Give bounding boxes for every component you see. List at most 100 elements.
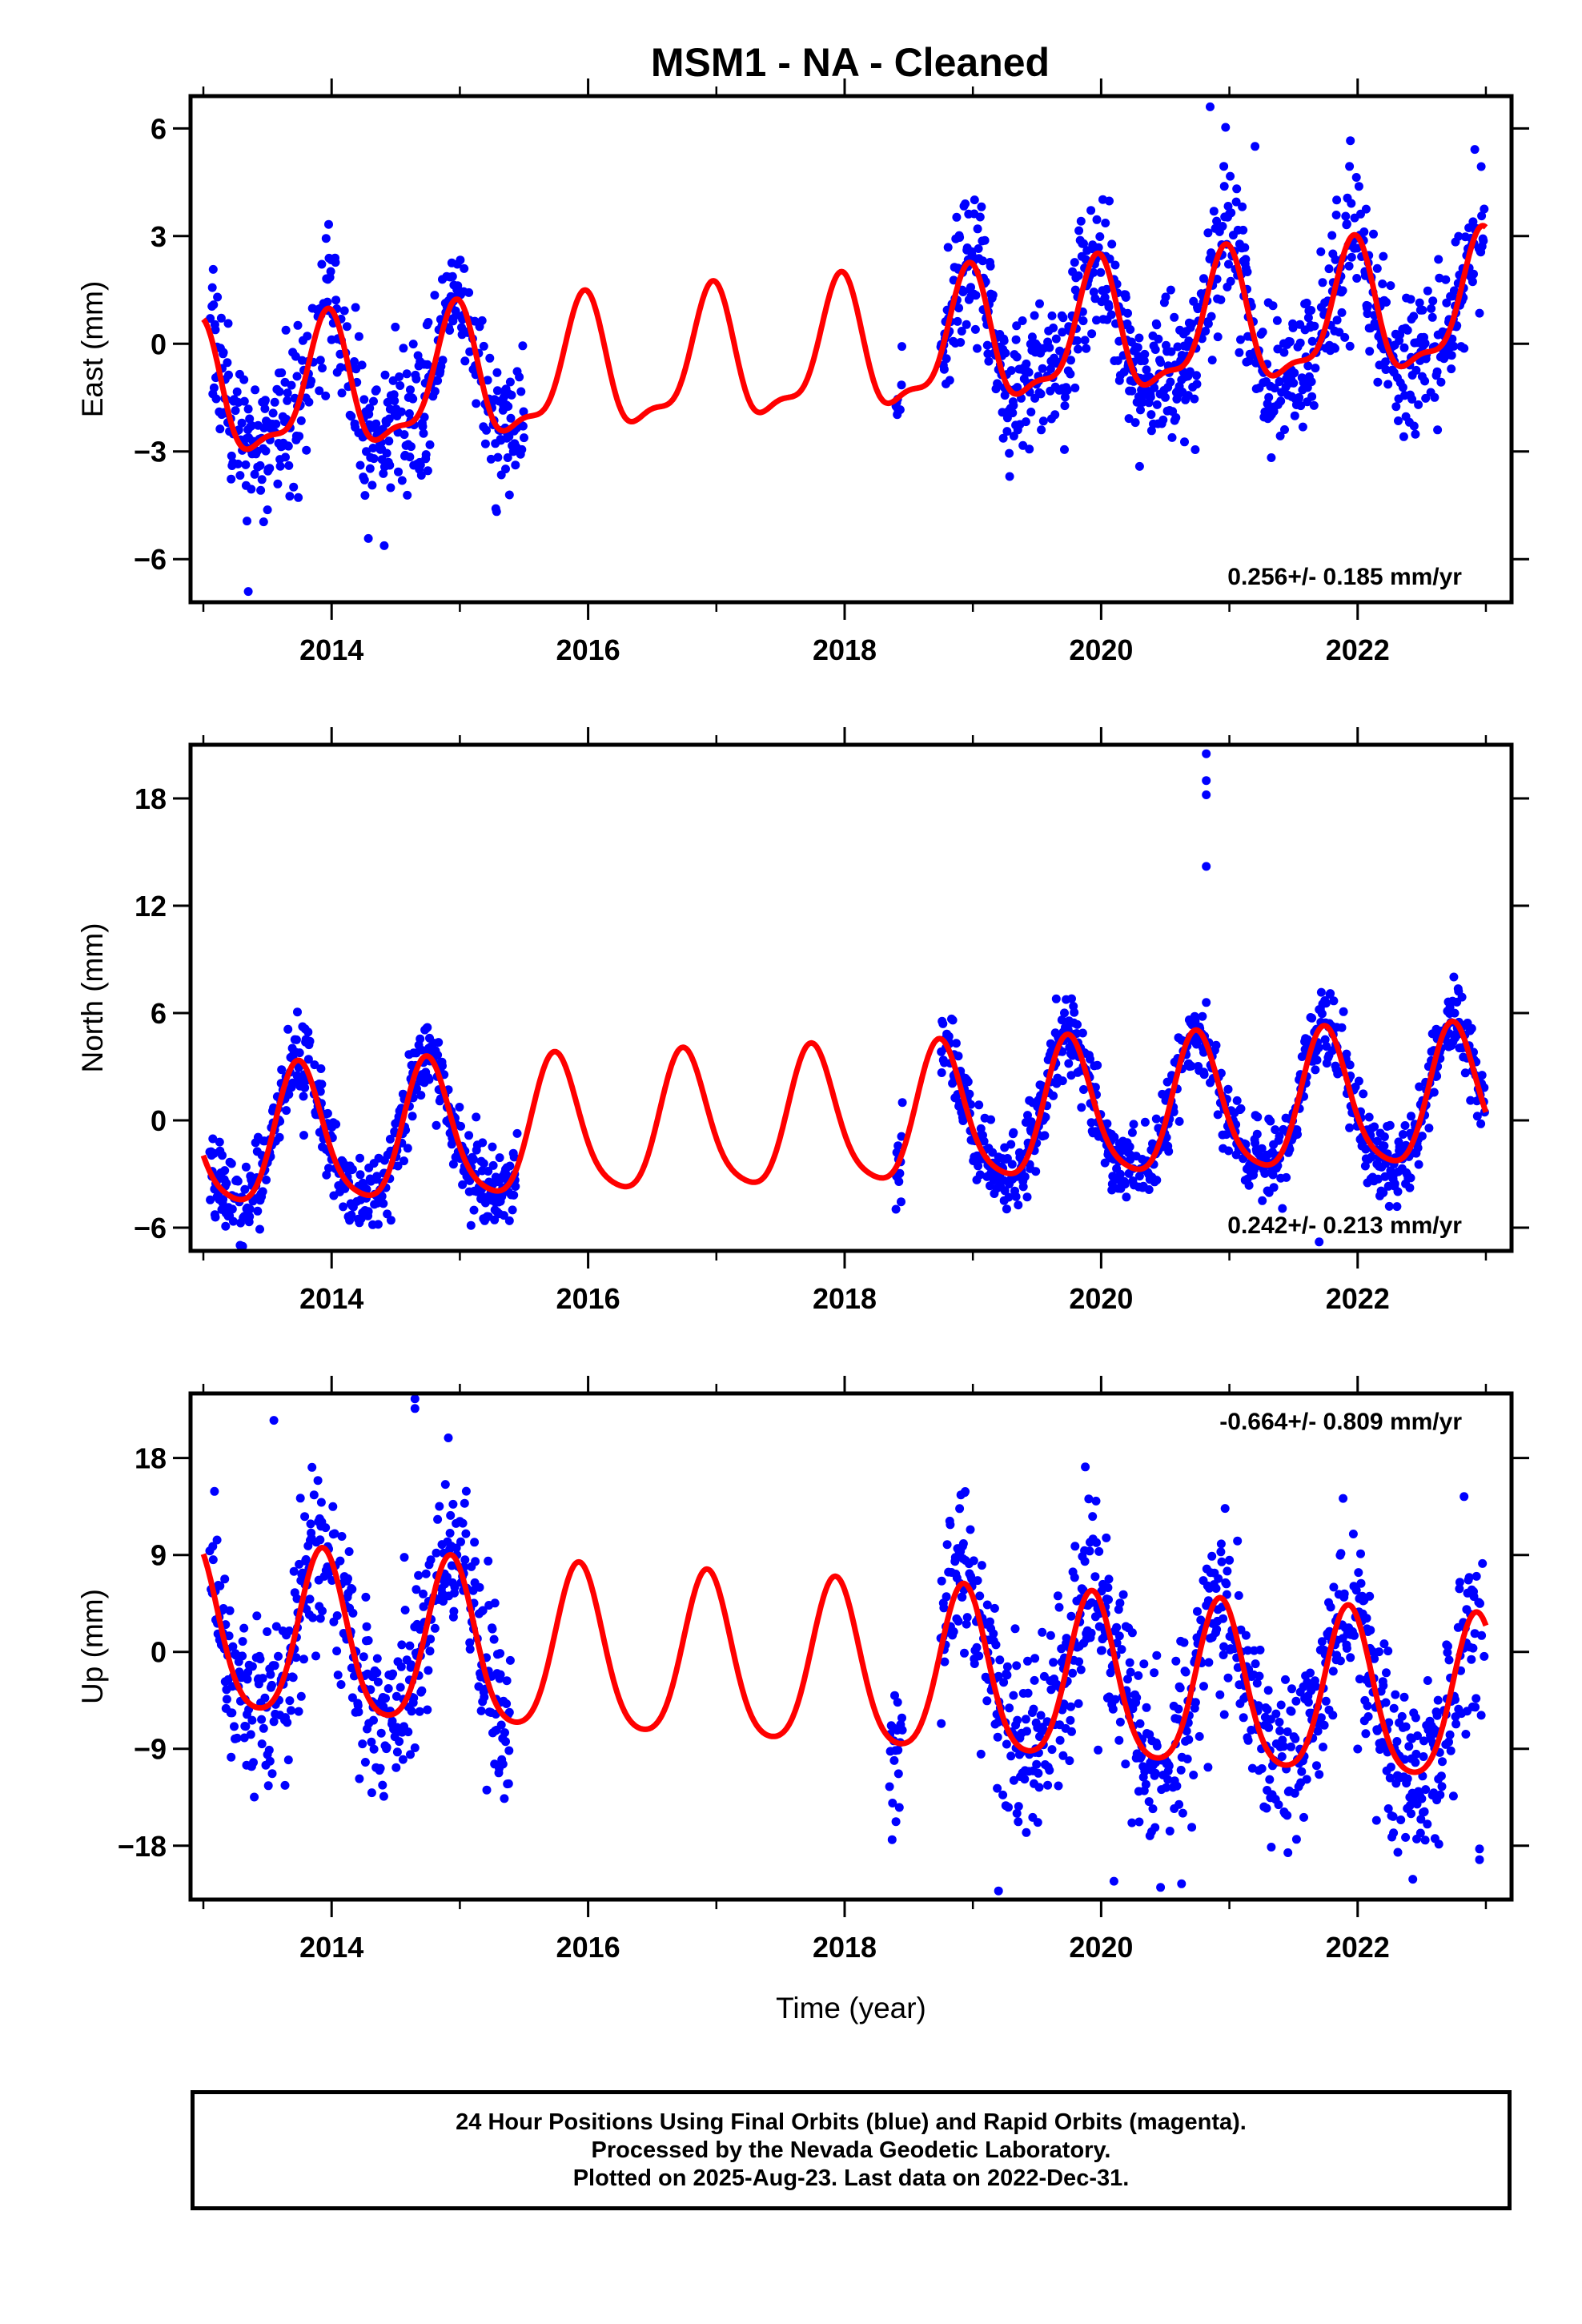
data-point	[511, 1182, 520, 1191]
data-point	[1212, 275, 1222, 283]
data-point	[1203, 1596, 1213, 1606]
data-point	[460, 263, 469, 273]
data-point	[1467, 1023, 1476, 1033]
data-point	[465, 1644, 475, 1654]
data-point	[1094, 243, 1103, 252]
data-point	[412, 1585, 421, 1594]
data-point	[275, 461, 285, 471]
data-point	[1009, 1775, 1018, 1785]
data-point	[519, 407, 528, 416]
data-point	[1291, 1734, 1300, 1743]
y-axis-label: North (mm)	[76, 923, 109, 1072]
data-point	[1443, 1648, 1452, 1657]
data-point	[1105, 196, 1114, 206]
data-point	[1464, 1573, 1474, 1582]
data-point	[1129, 1120, 1138, 1129]
data-point	[472, 1112, 481, 1122]
data-point	[1393, 1187, 1403, 1196]
data-point	[497, 1192, 507, 1201]
data-point	[1415, 298, 1424, 308]
data-point	[323, 297, 332, 307]
data-point	[1303, 313, 1313, 323]
data-point	[1115, 1598, 1125, 1608]
data-point	[1002, 1671, 1012, 1680]
data-point	[515, 372, 524, 382]
data-point	[1443, 1642, 1452, 1651]
data-point	[1407, 395, 1417, 404]
data-point	[1216, 1539, 1226, 1549]
data-point	[1354, 1076, 1363, 1086]
data-point	[1040, 1131, 1050, 1140]
data-point	[303, 1027, 313, 1037]
data-point	[271, 1622, 281, 1631]
data-point	[274, 1651, 283, 1661]
data-point	[1369, 229, 1378, 239]
data-point	[1427, 304, 1436, 313]
data-point	[281, 452, 290, 462]
data-point	[309, 1490, 319, 1500]
data-point	[1329, 996, 1339, 1006]
data-point	[1156, 358, 1166, 367]
data-point	[1318, 278, 1327, 287]
data-point	[1399, 432, 1408, 441]
data-point	[1066, 356, 1075, 365]
data-point	[300, 1512, 310, 1522]
data-point	[430, 387, 440, 396]
outlier-point	[243, 587, 253, 597]
data-point	[222, 1179, 231, 1188]
data-point	[245, 414, 255, 424]
data-point	[318, 364, 327, 373]
data-point	[294, 1063, 303, 1072]
data-point	[1268, 301, 1278, 311]
data-point	[1186, 1061, 1196, 1071]
data-point	[285, 1696, 295, 1706]
data-point	[1060, 444, 1069, 454]
x-tick-label: 2014	[299, 1282, 363, 1315]
data-point	[1152, 320, 1162, 330]
data-point	[893, 1769, 903, 1779]
data-point	[1467, 1655, 1476, 1664]
data-point	[948, 1015, 958, 1025]
data-point	[1146, 410, 1156, 420]
data-point	[1036, 389, 1046, 399]
data-point	[520, 433, 528, 443]
data-point	[1049, 1658, 1058, 1667]
data-point	[367, 1737, 376, 1747]
data-point	[943, 243, 953, 252]
data-point	[1435, 1790, 1445, 1799]
data-point	[1142, 365, 1151, 375]
data-point	[330, 1529, 339, 1538]
data-point	[1130, 418, 1140, 428]
data-point	[1436, 377, 1446, 387]
data-point	[952, 212, 962, 222]
data-point	[239, 396, 249, 406]
data-point	[1384, 1201, 1394, 1211]
data-point	[363, 533, 373, 543]
data-point	[460, 356, 470, 366]
data-point	[1329, 1582, 1339, 1592]
data-point	[1221, 123, 1231, 132]
data-point	[1307, 392, 1317, 401]
data-point	[1298, 422, 1307, 432]
data-point	[208, 1542, 218, 1551]
data-point	[480, 1692, 489, 1702]
y-tick-label: 6	[151, 997, 167, 1030]
data-point	[1265, 1775, 1275, 1784]
data-point	[265, 1756, 275, 1766]
data-point	[275, 387, 284, 396]
data-point	[939, 1603, 949, 1613]
data-point	[1290, 368, 1299, 378]
data-point	[405, 1641, 415, 1651]
data-point	[1080, 1557, 1090, 1566]
data-point	[1012, 352, 1022, 362]
data-point	[1471, 1703, 1480, 1712]
data-point	[477, 316, 487, 325]
data-point	[1307, 377, 1316, 387]
data-point	[1152, 1651, 1162, 1660]
data-point	[895, 1168, 905, 1178]
x-axis-label: Time (year)	[776, 1992, 926, 2024]
data-point	[1434, 255, 1443, 264]
y-tick-label: 18	[135, 782, 167, 815]
data-point	[492, 368, 502, 377]
data-point	[1062, 1634, 1071, 1643]
